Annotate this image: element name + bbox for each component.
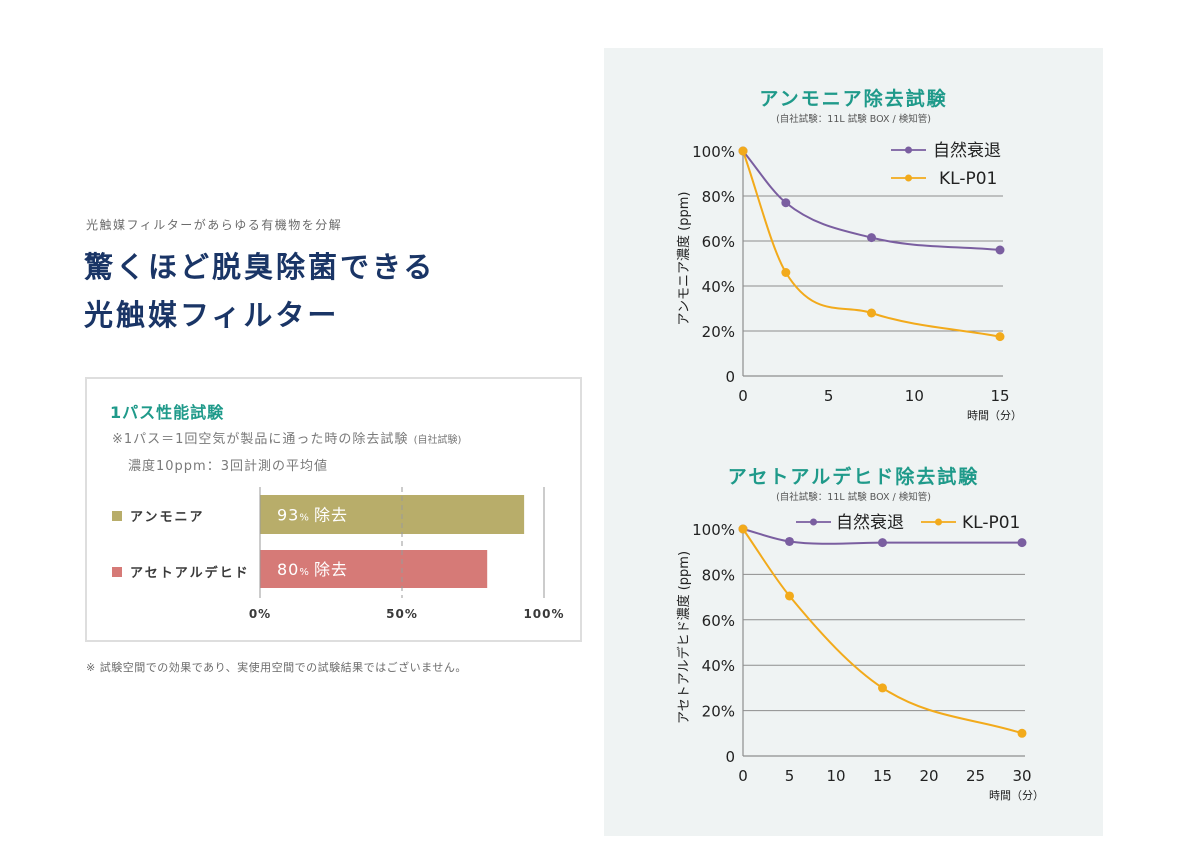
bar-0	[260, 495, 525, 534]
one-pass-test-title: 1パス性能試験	[110, 403, 225, 422]
one-pass-test-box	[85, 377, 582, 642]
acetaldehyde-chart-title: アセトアルデヒド除去試験	[727, 466, 980, 488]
y-tick-label: 0	[725, 368, 735, 386]
y-axis-label: アセトアルデヒド濃度 (ppm)	[676, 551, 692, 724]
y-tick-label: 20%	[702, 323, 735, 341]
x-tick-label: 15	[990, 387, 1009, 405]
y-axis-label: アンモニア濃度 (ppm)	[676, 192, 692, 326]
bar-legend-ammonia: アンモニア	[112, 506, 204, 525]
bar-x-tick-label: 0%	[249, 607, 271, 621]
data-point	[738, 524, 748, 534]
x-axis-label: 時間（分）	[967, 409, 1022, 422]
data-point	[878, 538, 887, 548]
legend-label: KL-P01	[939, 169, 997, 189]
series-line-1	[742, 150, 1001, 338]
x-tick-label: 10	[826, 767, 845, 785]
bar-category-label: アンモニア	[130, 510, 205, 525]
legend-marker	[905, 146, 912, 154]
bar-x-tick-label: 50%	[386, 607, 418, 621]
y-tick-label: 40%	[702, 657, 735, 675]
x-tick-label: 30	[1012, 767, 1031, 785]
y-tick-label: 40%	[702, 278, 735, 296]
x-tick-label: 10	[905, 387, 924, 405]
legend-marker	[935, 518, 942, 526]
x-tick-label: 15	[873, 767, 892, 785]
acetaldehyde-chart-subtitle: (自社試験：11L 試験 BOX / 検知管)	[776, 492, 931, 503]
x-tick-label: 0	[738, 767, 748, 785]
charts-panel	[604, 48, 1103, 836]
y-tick-label: 0	[725, 748, 735, 766]
data-point	[1017, 728, 1027, 738]
footnote: ※ 試験空間での効果であり、実使用空間での試験結果ではございません。	[86, 661, 467, 674]
bar-legend-acetaldehyde: アセトアルデヒド	[112, 562, 250, 581]
x-tick-label: 5	[785, 767, 795, 785]
x-tick-label: 0	[738, 387, 748, 405]
ammonia-chart-subtitle: (自社試験：11L 試験 BOX / 検知管)	[776, 114, 931, 125]
ammonia-chart-title: アンモニア除去試験	[759, 88, 948, 110]
data-point	[781, 198, 791, 208]
data-point	[785, 591, 794, 601]
legend-marker	[810, 518, 817, 526]
one-pass-test-note-2: 濃度10ppm：3回計測の平均値	[128, 459, 328, 474]
data-point	[781, 268, 791, 277]
data-point	[867, 233, 876, 243]
legend-marker	[905, 174, 912, 182]
legend-swatch	[112, 566, 122, 577]
data-point	[995, 245, 1005, 255]
data-point	[878, 683, 887, 693]
bar-x-tick-label: 100%	[523, 607, 564, 621]
x-tick-label: 20	[919, 767, 938, 785]
note-small: (自社試験)	[413, 435, 462, 446]
bar-value-label: 93% 除去	[277, 506, 348, 525]
series-line-0	[742, 150, 1001, 251]
y-tick-label: 20%	[702, 703, 735, 721]
ammonia-chart: 0 20% 40% 60% 80% 100% 0 5 10 15 時間（分） アンモニア濃度 (ppm…	[676, 141, 1022, 422]
headline-line-1: 驚くほど脱臭除菌できる	[84, 250, 436, 284]
note-text: ※1パス＝1回空気が製品に通った時の除去試験	[112, 432, 409, 447]
x-tick-label: 5	[824, 387, 834, 405]
one-pass-test-note-1: ※1パス＝1回空気が製品に通った時の除去試験 (自社試験)	[112, 428, 461, 447]
section-subtitle: 光触媒フィルターがあらゆる有機物を分解	[86, 218, 343, 232]
y-tick-label: 80%	[702, 566, 735, 584]
data-point	[867, 308, 876, 318]
data-point	[785, 536, 794, 546]
y-tick-label: 60%	[702, 612, 735, 630]
data-point	[1017, 538, 1027, 548]
headline-line-2: 光触媒フィルター	[84, 298, 340, 332]
x-axis-label: 時間（分）	[989, 789, 1044, 802]
y-tick-label: 80%	[702, 188, 735, 206]
data-point	[738, 146, 748, 156]
y-tick-label: 100%	[692, 143, 735, 161]
series-line-0	[742, 528, 1022, 545]
bar-1	[260, 550, 488, 588]
legend-label: 自然衰退	[933, 141, 1001, 161]
legend-label: 自然衰退	[836, 513, 904, 533]
y-tick-label: 100%	[692, 521, 735, 539]
y-tick-label: 60%	[702, 233, 735, 251]
legend-label: KL-P01	[962, 513, 1020, 533]
bar-value-label: 80% 除去	[277, 560, 348, 579]
acetaldehyde-chart: 0 20% 40% 60% 80% 100% 0 5 10 15 20 25 30 時間（分） アセトアルデ…	[676, 513, 1044, 802]
bar-category-label: アセトアルデヒド	[130, 566, 250, 581]
data-point	[995, 332, 1005, 342]
series-line-1	[742, 528, 1023, 735]
legend-swatch	[112, 510, 122, 521]
x-tick-label: 25	[966, 767, 985, 785]
